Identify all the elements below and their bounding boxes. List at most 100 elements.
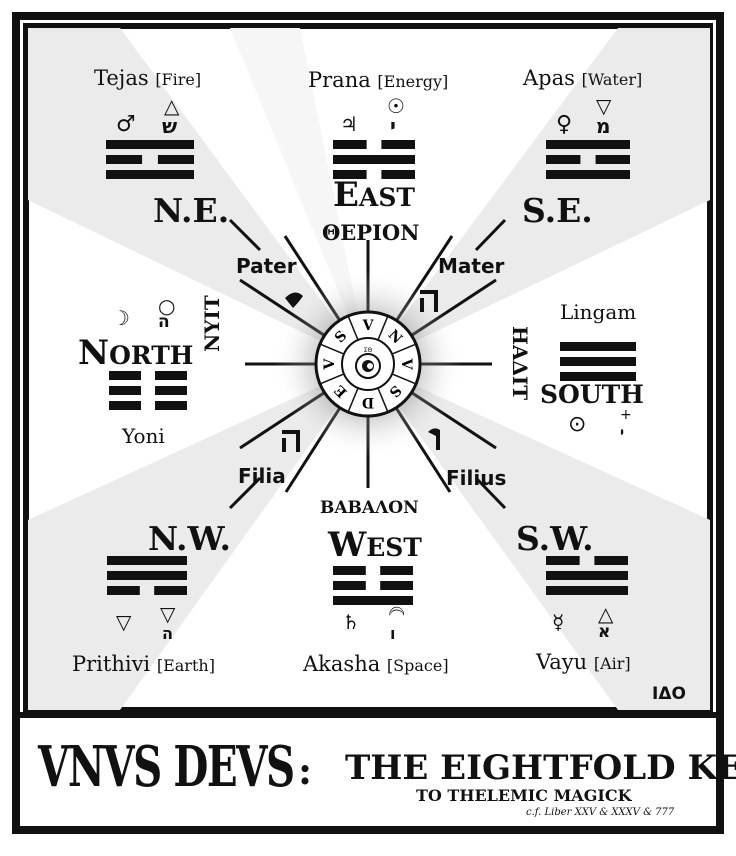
- ring-divider: [347, 387, 359, 413]
- pater-yod-mark: [285, 292, 303, 308]
- trigram-prithivi-bar: [107, 556, 187, 565]
- nuit-label: NYIT: [200, 295, 224, 352]
- se-label: S.E.: [522, 191, 593, 230]
- center-ring-dividers: [319, 315, 417, 413]
- sun-icon: ☉: [387, 94, 405, 118]
- he-letter-icon: ה: [158, 312, 170, 332]
- pater-label: Pater: [236, 254, 297, 278]
- trigram-prithivi-bar-half: [107, 586, 140, 595]
- filius-vau-mark: [428, 428, 440, 450]
- banner-colon: :: [298, 748, 313, 793]
- trigram-prana-bar-half: [381, 140, 415, 149]
- babalon-label: ΒΑΒΑΛΟΝ: [320, 498, 419, 518]
- trigram-prithivi-bar: [107, 571, 187, 580]
- ray-sector-sw: [368, 364, 710, 710]
- earth-triangle-barred-icon: ▽: [160, 602, 176, 626]
- vayu-label: Vayu [Air]: [536, 650, 631, 674]
- tejas-label: Tejas [Fire]: [94, 66, 202, 90]
- trigram-prithivi-bar-half: [154, 586, 187, 595]
- trigram-akasha-bar-half: [380, 581, 413, 590]
- south-label: SOUTH: [540, 380, 644, 409]
- aleph-letter-icon: א: [598, 622, 611, 642]
- trigram-south-bar: [560, 357, 636, 366]
- ray-sector-se: [368, 28, 710, 364]
- inner-frame: [23, 23, 713, 713]
- sw-label: S.W.: [516, 519, 594, 558]
- trigram-north-bar-half: [109, 386, 141, 395]
- yod-small-icon: י: [620, 425, 625, 441]
- path-markers: [282, 290, 440, 452]
- sun-dot-icon: ⊙: [568, 412, 587, 437]
- venus-icon: ♀: [556, 112, 573, 137]
- ring-divider: [377, 315, 389, 341]
- trigram-north-bar-half: [155, 386, 187, 395]
- trigram-tejas-bar-half: [106, 155, 143, 164]
- banner-subtitle-2: TO THELEMIC MAGICK: [416, 786, 632, 805]
- trigram-apas-bar-half: [546, 155, 581, 164]
- mater-he-mark-1: [420, 290, 438, 294]
- akasha-label: Akasha [Space]: [303, 652, 449, 676]
- mater-he-mark-3: [420, 298, 424, 312]
- east-label: EAST: [333, 175, 415, 215]
- moon-cup-icon: ☽: [384, 605, 409, 623]
- trigram-prana-bar-half: [333, 170, 367, 179]
- fire-triangle-icon: △: [164, 94, 180, 118]
- vau-letter-icon: ו: [390, 624, 396, 643]
- trigram-akasha-bar-half: [333, 566, 366, 575]
- ring-letter: V: [322, 357, 338, 370]
- spoke-se-diag: [474, 218, 507, 252]
- water-triangle-icon: ▽: [596, 94, 612, 118]
- nw-label: N.W.: [148, 519, 231, 558]
- ring-divider: [377, 387, 389, 413]
- lingam-label: Lingam: [560, 300, 637, 324]
- yod-letter-icon: י: [390, 114, 396, 138]
- ring-divider: [319, 343, 345, 355]
- trigram-vayu-bar: [546, 586, 628, 595]
- trigram-akasha-bar-half: [380, 566, 413, 575]
- trigram-north-bar-half: [155, 371, 187, 380]
- trigram-prana-bar-half: [381, 170, 415, 179]
- trigram-apas-bar: [546, 140, 630, 149]
- trigram-prana-bar: [333, 155, 415, 164]
- trigram-vayu-bar-half: [546, 556, 580, 565]
- ne-label: N.E.: [153, 191, 230, 230]
- apas-label: Apas [Water]: [523, 66, 643, 90]
- trigrams: [106, 140, 636, 605]
- banner-title: VNVS DEVS: [38, 734, 295, 800]
- trigram-north-bar-half: [109, 401, 141, 410]
- mercury-icon: ☿: [552, 610, 565, 634]
- ray-sector-ne: [28, 28, 368, 364]
- filius-label: Filius: [446, 466, 507, 490]
- center-core-pupil: [367, 363, 373, 369]
- trigram-south-bar: [560, 342, 636, 351]
- trigram-tejas-bar: [106, 140, 194, 149]
- moon-icon: ☽: [112, 306, 130, 330]
- center-mark: ΣΘ: [364, 347, 373, 354]
- circle-icon: ○: [158, 294, 176, 318]
- prana-label: Prana [Energy]: [308, 68, 449, 92]
- trigram-vayu-bar-half: [594, 556, 628, 565]
- trigram-tejas-bar: [106, 170, 194, 179]
- trigram-north-bar-half: [109, 371, 141, 380]
- ring-divider: [391, 373, 417, 385]
- earth-triangle-icon: ▽: [116, 610, 132, 634]
- trigram-tejas-bar-half: [157, 155, 194, 164]
- filia-he-mark-1: [282, 430, 300, 434]
- trigram-north-bar-half: [155, 401, 187, 410]
- mem-letter-icon: מ: [596, 114, 611, 138]
- trigram-akasha-bar: [333, 596, 413, 605]
- air-triangle-icon: △: [598, 602, 614, 626]
- ring-divider: [391, 343, 417, 355]
- prithivi-label: Prithivi [Earth]: [72, 652, 215, 676]
- saturn-icon: ♄: [342, 610, 360, 634]
- he-letter-small-icon: ה: [162, 624, 173, 643]
- banner-subtitle: THE EIGHTFOLD KEY: [345, 748, 736, 788]
- mater-label: Mater: [438, 254, 505, 278]
- north-label: NORTH: [78, 333, 194, 373]
- spoke-ne-diag: [228, 218, 262, 252]
- mater-he-mark-2: [434, 290, 438, 312]
- ring-letter: D: [362, 394, 374, 410]
- jupiter-icon: ♃: [340, 112, 358, 136]
